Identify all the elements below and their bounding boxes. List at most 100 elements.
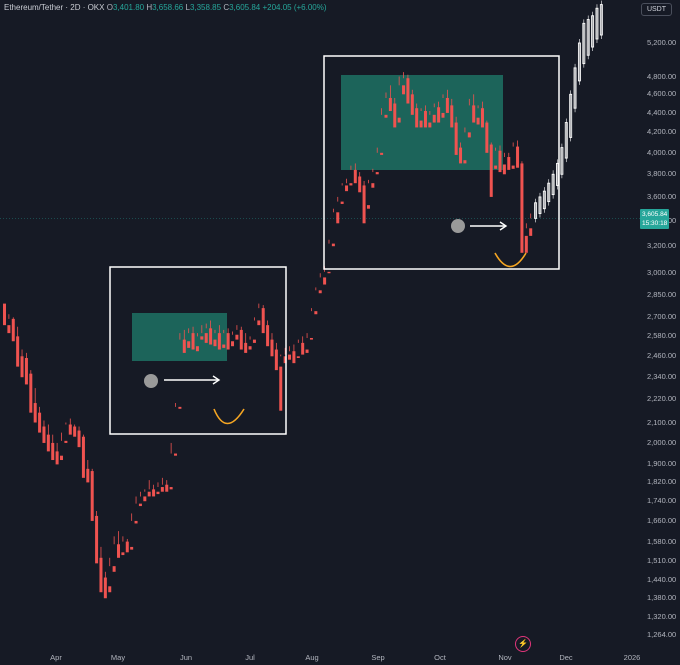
candle-body (187, 341, 191, 348)
candle-body (345, 185, 349, 192)
candle-body (476, 117, 480, 125)
candle-body (239, 329, 243, 350)
candle (331, 208, 335, 247)
candle (485, 120, 489, 153)
candle (507, 152, 511, 170)
candle (16, 326, 20, 367)
candle (160, 477, 164, 492)
candle (459, 142, 463, 164)
bar-countdown: 15:30:18 (642, 220, 668, 228)
candle (174, 403, 178, 456)
bottom-curve-1 (213, 408, 245, 425)
candle-body (270, 339, 274, 357)
candle-body (90, 471, 94, 521)
candle (152, 484, 156, 497)
y-tick-label: 3,800.00 (647, 169, 677, 179)
y-tick-label: 4,400.00 (647, 107, 677, 117)
candle (121, 536, 125, 556)
candle (235, 325, 239, 340)
currency-button[interactable]: USDT (640, 3, 672, 16)
y-tick-label: 1,440.00 (647, 575, 677, 585)
high-value: 3,658.66 (152, 3, 184, 12)
candle (112, 536, 116, 572)
candle-body (323, 277, 327, 285)
candle (489, 142, 493, 197)
candle (134, 496, 138, 524)
candle (371, 168, 375, 188)
candle (38, 406, 42, 433)
candle-body (130, 546, 134, 550)
x-tick-label: Aug (305, 653, 319, 662)
candle (437, 101, 441, 123)
candle (283, 347, 287, 364)
candle (108, 557, 112, 593)
candle-body (402, 85, 406, 95)
candle-body (410, 94, 414, 115)
candle-body (152, 489, 156, 497)
candle (520, 161, 524, 253)
x-tick-label: 2026 (623, 653, 641, 662)
candle (99, 546, 103, 593)
candle-body (165, 484, 169, 492)
candle (292, 344, 296, 364)
lightning-icon[interactable]: ⚡ (515, 636, 531, 652)
y-tick-label: 2,000.00 (647, 437, 677, 447)
candle-body (353, 169, 357, 184)
candle (3, 303, 6, 326)
candle-body (20, 356, 24, 378)
x-tick-label: May (110, 653, 126, 662)
y-tick-label: 2,460.00 (647, 351, 677, 361)
chart-header: Ethereum/Tether · 2D · OKX O3,401.80 H3,… (4, 3, 327, 12)
candle (384, 92, 388, 118)
candle (195, 333, 199, 352)
candle-body (309, 337, 313, 340)
candle (60, 432, 64, 461)
candle-body (226, 333, 230, 350)
candle (204, 323, 208, 343)
consolidation-zones (132, 75, 503, 361)
candle (432, 103, 436, 123)
candle-body (432, 114, 436, 123)
candle-body (99, 557, 103, 593)
candle (252, 317, 256, 343)
candle (305, 333, 309, 353)
candle (130, 513, 134, 550)
candle-body (209, 328, 213, 345)
candle-body (29, 373, 33, 413)
close-value: 3,605.84 (229, 3, 261, 12)
arrow-head (499, 221, 508, 231)
candle (467, 98, 471, 138)
candle (11, 317, 15, 342)
candle-body (507, 157, 511, 170)
y-tick-label: 4,800.00 (647, 71, 677, 81)
candle (226, 328, 230, 350)
candle (156, 482, 160, 495)
candle-body (423, 111, 427, 128)
candle-body (336, 212, 340, 224)
candle-body (42, 426, 46, 443)
candle (248, 336, 252, 350)
candle-body (516, 146, 520, 168)
candle-body (73, 426, 77, 437)
candle-body (445, 97, 449, 113)
y-tick-label: 2,580.00 (647, 331, 677, 341)
candle (257, 303, 261, 326)
candle-body (266, 325, 270, 347)
candle (147, 480, 151, 497)
candle-body (288, 354, 292, 360)
y-tick-label: 1,510.00 (647, 555, 677, 565)
candle-body (349, 183, 353, 186)
candle-body (283, 356, 287, 364)
candle-body (375, 172, 379, 175)
candle-body (441, 112, 445, 118)
y-tick-label: 5,200.00 (647, 38, 677, 47)
last-price: 3,605.84 (642, 211, 668, 219)
candle-body (16, 336, 20, 367)
candle-body (235, 334, 239, 340)
candle-body (467, 132, 471, 138)
candle (423, 105, 427, 128)
highlight-box-1 (109, 266, 287, 435)
candle (187, 328, 191, 348)
candle (511, 142, 515, 169)
